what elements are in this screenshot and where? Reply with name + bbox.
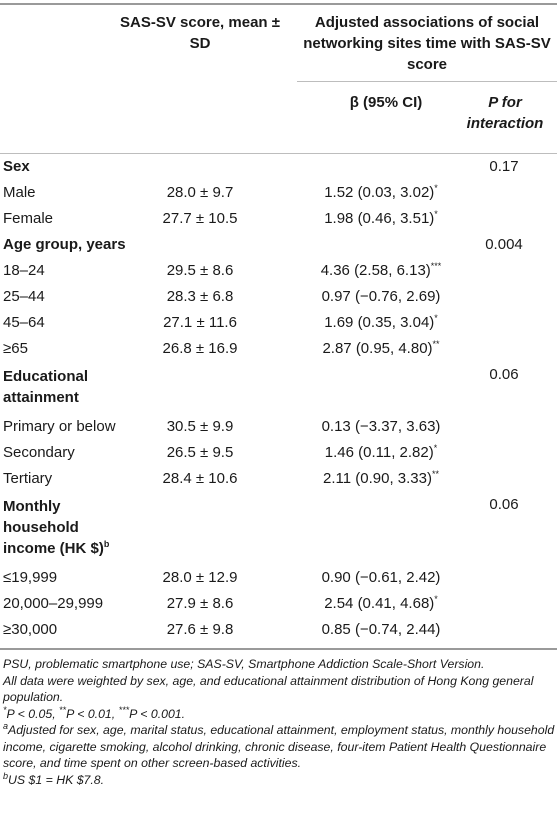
significance-marker: * [434, 313, 438, 323]
row-label: ≥30,000 [3, 621, 58, 638]
row-label: ≥65 [3, 340, 28, 357]
group-row: Age group, years 0.004 [0, 232, 557, 258]
beta-ci-value: 4.36 (2.58, 6.13) [320, 262, 431, 279]
beta-ci-cell: 0.13 (−3.37, 3.63) [290, 414, 472, 440]
significance-marker: * [434, 209, 438, 219]
table-row: 25–44 28.3 ± 6.8 0.97 (−0.76, 2.69) [0, 284, 557, 310]
table-row: 18–24 29.5 ± 8.6 4.36 (2.58, 6.13)*** [0, 258, 557, 284]
note-b: bUS $1 = HK $7.8. [3, 770, 105, 787]
row-label: 25–44 [3, 288, 45, 305]
table-row: Male 28.0 ± 9.7 1.52 (0.03, 3.02)* [0, 180, 557, 206]
table-row: 45–64 27.1 ± 11.6 1.69 (0.35, 3.04)* [0, 310, 557, 336]
beta-ci-cell: 0.90 (−0.61, 2.42) [290, 565, 472, 591]
significance-marker: ** [431, 469, 439, 479]
mean-sd-cell: 30.5 ± 9.9 [166, 418, 234, 435]
mean-sd-cell: 27.7 ± 10.5 [162, 210, 238, 227]
p-interaction-value: 0.06 [489, 366, 519, 383]
table-row: Primary or below 30.5 ± 9.9 0.13 (−3.37, 3… [0, 414, 557, 440]
note-b-text: US $1 = HK $7.8. [8, 772, 105, 787]
table-row: ≥30,000 27.6 ± 9.8 0.85 (−0.74, 2.44) [0, 617, 557, 643]
beta-ci-cell: 4.36 (2.58, 6.13)*** [290, 258, 472, 284]
beta-ci-value: 2.11 (0.90, 3.33) [323, 470, 432, 487]
table-row: Secondary 26.5 ± 9.5 1.46 (0.11, 2.82)* [0, 440, 557, 466]
footnote-marker: b [103, 539, 110, 549]
header-associations: Adjusted associations of social networki… [303, 14, 551, 73]
mean-sd-cell: 27.6 ± 9.8 [166, 621, 234, 638]
beta-ci-value: 2.54 (0.41, 4.68) [324, 595, 435, 612]
mean-sd-cell: 28.4 ± 10.6 [162, 470, 238, 487]
significance-marker: * [433, 443, 438, 453]
table-row: Tertiary 28.4 ± 10.6 2.11 (0.90, 3.33)** [0, 466, 557, 492]
table-row: ≥65 26.8 ± 16.9 2.87 (0.95, 4.80)** [0, 336, 557, 362]
group-row: Sex 0.17 [0, 154, 557, 180]
mean-sd-cell: 28.0 ± 12.9 [162, 569, 238, 586]
p-interaction-value: 0.004 [485, 236, 523, 253]
mean-sd-cell: 29.5 ± 8.6 [166, 262, 234, 279]
mean-sd-cell: 26.8 ± 16.9 [162, 340, 238, 357]
beta-ci-value: 1.98 (0.46, 3.51) [324, 210, 435, 227]
mean-sd-cell: 27.1 ± 11.6 [163, 314, 237, 331]
beta-ci-cell: 0.97 (−0.76, 2.69) [290, 284, 472, 310]
header-rule [0, 153, 557, 154]
mean-sd-cell: 28.3 ± 6.8 [166, 288, 234, 305]
group-label: Age group, years [3, 236, 126, 253]
row-label: Male [3, 184, 36, 201]
mean-sd-cell: 28.0 ± 9.7 [166, 184, 234, 201]
beta-ci-value: 2.87 (0.95, 4.80) [322, 340, 433, 357]
bottom-rule [0, 648, 557, 650]
beta-ci-value: 1.69 (0.35, 3.04) [324, 314, 435, 331]
note-a-text: Adjusted for sex, age, marital status, e… [3, 723, 555, 770]
header-p-interaction-text: P for interaction [466, 94, 544, 132]
beta-ci-value: 0.90 (−0.61, 2.42) [321, 569, 441, 586]
note-weighting: All data were weighted by sex, age, and … [3, 673, 534, 705]
table-row: Female 27.7 ± 10.5 1.98 (0.46, 3.51)* [0, 206, 557, 232]
table-footnotes: PSU, problematic smartphone use; SAS-SV,… [3, 656, 555, 788]
table-row: ≤19,999 28.0 ± 12.9 0.90 (−0.61, 2.42) [0, 565, 557, 591]
top-rule [0, 3, 557, 5]
row-label: ≤19,999 [3, 569, 58, 586]
beta-ci-cell: 1.52 (0.03, 3.02)* [290, 180, 472, 206]
row-label: 20,000–29,999 [3, 595, 104, 612]
mean-sd-cell: 27.9 ± 8.6 [166, 595, 234, 612]
note-significance: *P < 0.05, **P < 0.01, ***P < 0.001. [3, 704, 186, 721]
header-sub-rule [297, 81, 557, 82]
beta-ci-value: 1.46 (0.11, 2.82) [324, 444, 434, 461]
beta-ci-cell: 2.11 (0.90, 3.33)** [290, 466, 472, 492]
group-label: Educational attainment [3, 368, 89, 406]
row-label: 45–64 [3, 314, 45, 331]
header-beta: β (95% CI) [349, 94, 423, 111]
note-a: aAdjusted for sex, age, marital status, … [3, 720, 555, 770]
header-p-interaction: P for interaction [462, 92, 548, 134]
beta-ci-value: 1.52 (0.03, 3.02) [324, 184, 435, 201]
mean-sd-cell: 26.5 ± 9.5 [166, 444, 234, 461]
p-interaction-value: 0.06 [489, 496, 519, 513]
beta-ci-cell: 2.87 (0.95, 4.80)** [290, 336, 472, 362]
significance-marker: * [434, 594, 438, 604]
beta-ci-cell: 1.98 (0.46, 3.51)* [290, 206, 472, 232]
beta-ci-cell: 0.85 (−0.74, 2.44) [290, 617, 472, 643]
group-label: Monthly household income (HK $)b [3, 498, 110, 557]
beta-ci-cell: 1.46 (0.11, 2.82)* [290, 440, 472, 466]
row-label: Female [3, 210, 54, 227]
beta-ci-cell: 1.69 (0.35, 3.04)* [290, 310, 472, 336]
beta-ci-value: 0.13 (−3.37, 3.63) [321, 418, 441, 435]
beta-ci-value: 0.97 (−0.76, 2.69) [321, 288, 441, 305]
p-interaction-value: 0.17 [489, 158, 519, 175]
group-label: Sex [3, 158, 30, 175]
note-abbreviations: PSU, problematic smartphone use; SAS-SV,… [3, 657, 485, 671]
beta-ci-cell: 2.54 (0.41, 4.68)* [290, 591, 472, 617]
significance-marker: *** [430, 261, 442, 271]
table-row: 20,000–29,999 27.9 ± 8.6 2.54 (0.41, 4.68)… [0, 591, 557, 617]
significance-marker: * [434, 183, 438, 193]
significance-marker: ** [432, 339, 440, 349]
row-label: Primary or below [3, 418, 116, 435]
beta-ci-value: 0.85 (−0.74, 2.44) [321, 621, 441, 638]
row-label: Secondary [3, 444, 75, 461]
row-label: 18–24 [3, 262, 45, 279]
header-mean: SAS-SV score, mean ± SD [120, 14, 280, 52]
row-label: Tertiary [3, 470, 53, 487]
